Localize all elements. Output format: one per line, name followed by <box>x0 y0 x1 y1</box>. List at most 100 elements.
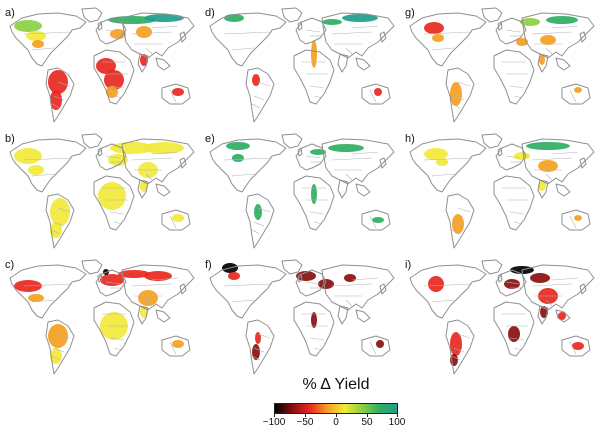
continent-southeast-asia <box>355 183 371 197</box>
country-border <box>369 215 377 229</box>
yield-change-region <box>311 40 317 68</box>
continent-europe <box>95 17 127 45</box>
panel-label: e) <box>205 133 215 145</box>
country-border <box>105 281 121 285</box>
map-panel: f) <box>202 256 398 382</box>
country-border <box>251 103 261 109</box>
continent-south-america <box>45 319 75 375</box>
country-border <box>257 81 271 87</box>
legend-tick-mark <box>336 414 337 417</box>
land-greenland <box>82 8 102 22</box>
yield-change-region <box>538 181 546 191</box>
continent-asia <box>121 264 195 311</box>
continent-south-america <box>45 67 75 123</box>
yield-change-region <box>104 70 124 90</box>
continent-south-america <box>445 67 475 123</box>
country-border <box>57 333 71 339</box>
continent-india <box>537 305 549 325</box>
continent-southeast-asia <box>555 309 571 323</box>
country-border <box>423 283 473 287</box>
country-borders <box>423 277 579 361</box>
country-border <box>531 31 573 35</box>
land-south-america <box>246 320 274 374</box>
land-india <box>338 306 348 324</box>
country-border <box>431 47 455 51</box>
continent-southeast-asia <box>555 183 571 197</box>
continent-india <box>537 53 549 73</box>
yield-change-region <box>328 144 364 152</box>
yield-change-region <box>226 142 250 150</box>
continent-greenland <box>481 133 503 149</box>
country-border <box>457 81 471 87</box>
continent-europe <box>495 143 527 171</box>
country-border <box>105 29 121 33</box>
continent-asia <box>321 12 395 59</box>
country-border <box>53 221 65 227</box>
yield-change-region <box>514 152 530 160</box>
yield-change-layer <box>424 16 582 106</box>
country-border <box>345 299 353 307</box>
country-border <box>109 85 125 89</box>
yield-change-region <box>508 326 520 342</box>
continent-south-america <box>45 193 75 249</box>
continent-australia <box>561 83 591 105</box>
country-border <box>51 229 61 235</box>
country-border <box>145 173 153 181</box>
continent-south-america <box>245 319 275 375</box>
continent-outlines <box>209 7 395 123</box>
yield-change-region <box>424 148 448 160</box>
country-border <box>151 25 179 29</box>
country-border <box>57 207 71 213</box>
land-india <box>338 54 348 72</box>
country-border <box>53 347 65 353</box>
yield-change-region <box>172 340 184 348</box>
country-border <box>145 299 153 307</box>
country-borders <box>23 25 179 109</box>
panel-label: a) <box>5 7 15 19</box>
country-border <box>345 173 353 181</box>
continent-australia <box>161 209 191 231</box>
land-greenland <box>482 8 502 22</box>
land-australia <box>362 336 390 356</box>
country-border <box>505 281 521 285</box>
yield-change-region <box>372 217 384 223</box>
yield-change-region <box>311 312 317 328</box>
yield-change-region <box>50 198 70 226</box>
land-greenland <box>482 134 502 148</box>
yield-change-region <box>48 324 68 348</box>
yield-change-region <box>540 35 556 45</box>
country-border <box>545 299 553 307</box>
continent-greenland <box>281 7 303 23</box>
country-border <box>223 31 273 35</box>
yield-change-region <box>32 40 44 48</box>
continent-outlines <box>209 133 395 249</box>
continent-japan <box>379 31 387 43</box>
yield-change-region <box>436 158 448 166</box>
continent-japan <box>579 283 587 295</box>
country-border <box>345 47 353 55</box>
country-border <box>531 157 573 161</box>
country-border <box>369 89 377 103</box>
continent-australia <box>161 335 191 357</box>
country-border <box>223 283 273 287</box>
country-borders <box>223 151 379 235</box>
continent-southeast-asia <box>155 183 171 197</box>
land-north-america <box>410 13 486 66</box>
continent-japan <box>179 31 187 43</box>
country-border <box>431 299 455 303</box>
country-border <box>505 155 521 159</box>
country-border <box>253 221 265 227</box>
country-border <box>151 151 179 155</box>
map-panel: d) <box>202 4 398 130</box>
country-border <box>231 47 255 51</box>
continent-south-america <box>445 193 475 249</box>
continent-north-america <box>9 12 87 67</box>
map-panel: b) <box>2 130 198 256</box>
continent-uk <box>97 21 103 31</box>
legend-tick-label: 100 <box>388 417 406 428</box>
yield-change-region <box>311 184 317 204</box>
continent-india <box>537 179 549 199</box>
panel-label: c) <box>5 259 15 271</box>
map-panel: g) <box>402 4 598 130</box>
